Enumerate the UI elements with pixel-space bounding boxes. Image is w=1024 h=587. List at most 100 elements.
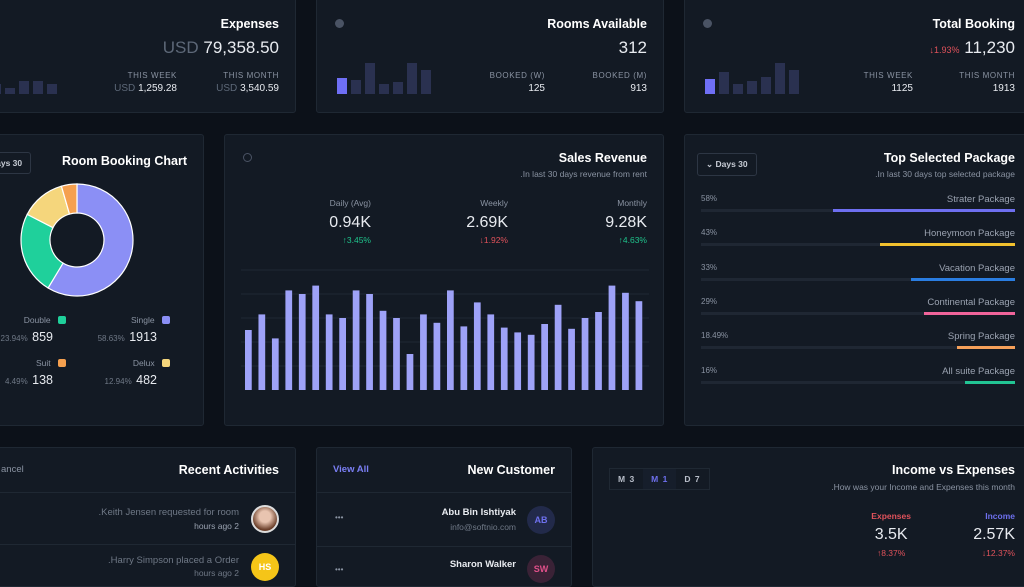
package-progress-fill: [879, 243, 1015, 247]
card-title: New Customer: [467, 463, 555, 477]
sales-bar[interactable]: [339, 318, 346, 390]
mini-bar: [747, 80, 757, 94]
sales-bar[interactable]: [595, 312, 602, 390]
card-title: Expenses: [220, 17, 279, 31]
mini-bar: [47, 84, 57, 94]
income-label: Income: [985, 511, 1015, 521]
days-filter-button[interactable]: Days 30: [0, 152, 32, 174]
stat-value: 9.28K: [605, 214, 647, 231]
package-name: Continental Package: [927, 296, 1015, 308]
view-all-link[interactable]: View All: [333, 464, 369, 475]
legend-label: Suit: [35, 358, 51, 368]
mini-bar: [407, 62, 417, 94]
expenses-change: ↑8.37%: [876, 548, 906, 558]
legend-delux: Delux 12.94% 482: [105, 358, 170, 389]
package-progress-fill: [832, 209, 1015, 212]
sales-bar[interactable]: [245, 330, 252, 390]
stat-label: Daily (Avg): [329, 198, 371, 208]
stat-change: ↓1.92%: [479, 235, 508, 245]
activity-time: hours ago 2: [194, 521, 239, 531]
package-percent: 29%: [701, 296, 718, 306]
sales-bar[interactable]: [393, 318, 400, 390]
stat-value: 0.94K: [329, 214, 371, 231]
activity-text: .Keith Jensen requested for room: [98, 507, 239, 518]
sales-bar[interactable]: [473, 302, 481, 390]
sales-bar[interactable]: [366, 294, 373, 390]
sales-bar[interactable]: [554, 304, 562, 390]
sales-bar[interactable]: [285, 290, 293, 390]
tab-m1[interactable]: M 1: [643, 469, 677, 489]
sales-bar[interactable]: [568, 328, 575, 390]
sales-bar[interactable]: [635, 301, 643, 390]
sales-bar[interactable]: [541, 324, 548, 390]
donut-slice-single[interactable]: [47, 183, 134, 297]
activity-item[interactable]: .Keith Jensen requested for room hours a…: [0, 492, 295, 544]
sales-bar[interactable]: [312, 285, 320, 390]
sales-bar[interactable]: [379, 310, 387, 390]
help-icon[interactable]: [243, 153, 252, 162]
week-value: 1125: [891, 83, 913, 94]
sales-bar[interactable]: [298, 294, 306, 390]
sales-bar[interactable]: [406, 354, 414, 390]
cancel-link[interactable]: ancel: [1, 464, 24, 475]
donut-slice-suit[interactable]: [60, 183, 78, 215]
sales-bar[interactable]: [447, 290, 454, 390]
more-options-icon[interactable]: •••: [335, 565, 344, 574]
sales-bar[interactable]: [433, 322, 441, 390]
tab-m3[interactable]: M 3: [618, 474, 636, 484]
card-title: Rooms Available: [547, 17, 647, 31]
legend-label: Delux: [132, 358, 155, 368]
legend-single: Single 58.63% 1913: [98, 315, 170, 346]
week-label: THIS WEEK: [863, 71, 913, 80]
activity-item[interactable]: .Harry Simpson placed a Order hours ago …: [0, 544, 295, 586]
days-filter-button[interactable]: ⌄ Days 30: [697, 153, 757, 176]
package-progress-track: [701, 346, 1015, 350]
customer-item[interactable]: ••• Abu Bin Ishtiyak info@softnio.com AB: [317, 492, 571, 546]
package-name: Spring Package: [947, 331, 1015, 343]
rooms-available-card: Rooms Available 312 BOOKED (W) 125 BOOKED…: [316, 0, 664, 113]
sales-bar[interactable]: [352, 290, 360, 390]
card-subtitle: .How was your Income and Expenses this m…: [831, 482, 1015, 492]
sales-bar[interactable]: [622, 292, 629, 390]
package-progress-fill: [956, 346, 1015, 350]
legend-percent: 12.94%: [104, 377, 132, 386]
sales-bar[interactable]: [420, 314, 427, 390]
card-title: Sales Revenue: [558, 151, 647, 165]
sales-bar[interactable]: [460, 326, 468, 390]
booking-change: ↓1.93%: [929, 45, 960, 55]
top-package-card: ⌄ Days 30 Top Selected Package .In last …: [684, 134, 1024, 426]
sales-bar[interactable]: [271, 338, 279, 390]
booked-month-label: BOOKED (M): [592, 71, 647, 80]
legend-value: 1913: [129, 330, 157, 344]
sales-bar[interactable]: [325, 314, 333, 390]
stat-label: Weekly: [480, 198, 508, 208]
tab-d7[interactable]: D 7: [684, 474, 701, 484]
legend-value: 138: [32, 373, 53, 387]
mini-bar: [5, 87, 15, 94]
package-percent: 43%: [701, 228, 718, 238]
currency: USD: [114, 83, 136, 94]
help-icon[interactable]: [335, 19, 344, 28]
legend-label: Single: [130, 315, 155, 325]
sales-bar[interactable]: [487, 314, 495, 390]
package-progress-fill: [911, 277, 1015, 281]
package-progress-track: [701, 311, 1015, 315]
sales-bar[interactable]: [500, 327, 508, 390]
legend-swatch: [58, 359, 66, 367]
package-item: 43% Honeymoon Package: [701, 228, 1015, 247]
sales-revenue-card: Sales Revenue .In last 30 days revenue f…: [224, 134, 664, 426]
sales-bar[interactable]: [527, 334, 535, 390]
sales-bar[interactable]: [608, 285, 616, 390]
expenses-total: 79,358.50: [203, 38, 279, 57]
sales-bar[interactable]: [581, 318, 589, 390]
expenses-card: Expenses USD 79,358.50 THIS WEEK USD 1,25…: [0, 0, 296, 113]
month-label: THIS MONTH: [223, 71, 279, 80]
help-icon[interactable]: [703, 19, 712, 28]
package-progress-fill: [964, 380, 1015, 384]
customer-item[interactable]: ••• Sharon Walker SW: [317, 546, 571, 586]
more-options-icon[interactable]: •••: [335, 513, 344, 522]
period-tabs: M 3 M 1 D 7: [609, 468, 710, 490]
sales-bar[interactable]: [258, 314, 266, 390]
customer-avatar: AB: [527, 506, 555, 534]
sales-bar[interactable]: [514, 332, 522, 390]
